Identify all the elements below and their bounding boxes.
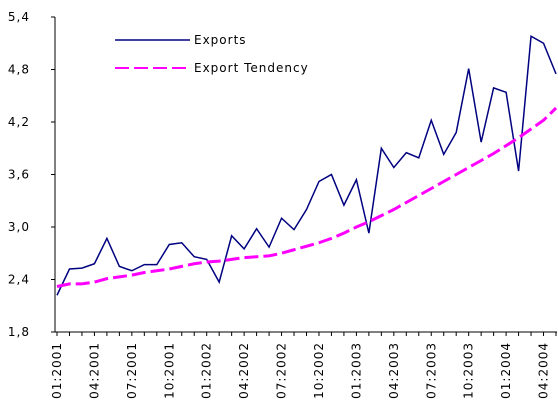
x-tick-label: 04:2003 bbox=[387, 342, 401, 399]
legend-label: Export Tendency bbox=[194, 61, 309, 75]
x-tick-label: 01:2002 bbox=[200, 342, 214, 399]
x-tick-label: 04:2004 bbox=[537, 342, 551, 399]
series-line bbox=[56, 35, 557, 296]
y-tick-label: 1,8 bbox=[8, 325, 30, 339]
x-tick-label: 07:2002 bbox=[275, 342, 289, 399]
x-tick-label: 01:2001 bbox=[50, 342, 64, 399]
x-tick-label: 01:2004 bbox=[499, 342, 513, 399]
y-tick-label: 5,4 bbox=[8, 10, 30, 24]
x-tick-label: 01:2003 bbox=[349, 342, 363, 399]
y-tick-label: 2,4 bbox=[8, 273, 30, 287]
x-tick-label: 10:2003 bbox=[462, 342, 476, 399]
x-tick-label: 10:2001 bbox=[162, 342, 176, 399]
y-tick-label: 4,2 bbox=[8, 115, 30, 129]
y-tick-label: 3,0 bbox=[8, 220, 30, 234]
x-tick-label: 07:2001 bbox=[125, 342, 139, 399]
y-tick-label: 3,6 bbox=[8, 168, 30, 182]
x-tick-label: 04:2001 bbox=[87, 342, 101, 399]
x-tick-label: 04:2002 bbox=[237, 342, 251, 399]
series-line bbox=[56, 106, 558, 288]
legend-label: Exports bbox=[194, 33, 247, 47]
y-tick-label: 4,8 bbox=[8, 63, 30, 77]
x-tick-label: 10:2002 bbox=[312, 342, 326, 399]
x-tick-label: 07:2003 bbox=[424, 342, 438, 399]
